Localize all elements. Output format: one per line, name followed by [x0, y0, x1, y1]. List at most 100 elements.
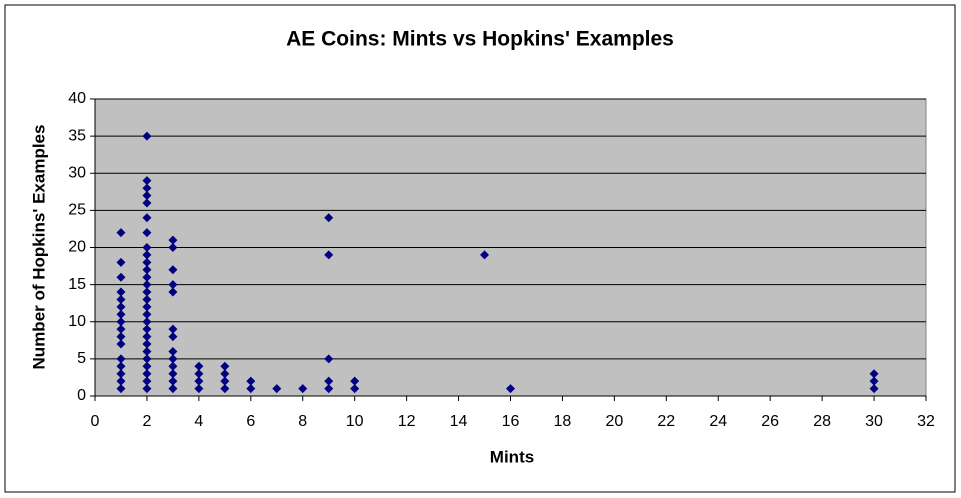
point	[168, 354, 178, 364]
y-axis-title: Number of Hopkins' Examples	[29, 125, 48, 370]
point	[142, 213, 152, 223]
point	[168, 346, 178, 356]
point	[116, 309, 126, 319]
point	[116, 369, 126, 379]
y-tick-label: 40	[68, 90, 86, 107]
point	[116, 302, 126, 312]
point	[142, 346, 152, 356]
point	[350, 376, 360, 386]
point	[246, 384, 256, 394]
point	[142, 191, 152, 201]
y-tick-label: 10	[68, 313, 86, 330]
point	[142, 361, 152, 371]
point	[142, 369, 152, 379]
point	[142, 376, 152, 386]
x-tick-label: 12	[398, 413, 416, 430]
point	[168, 332, 178, 342]
point	[168, 384, 178, 394]
point	[116, 228, 126, 238]
y-tick-label: 5	[77, 350, 86, 367]
x-axis-title: Mints	[490, 447, 534, 466]
point	[142, 250, 152, 260]
point	[168, 280, 178, 290]
point	[142, 183, 152, 193]
x-tick-label: 2	[142, 413, 151, 430]
x-tick-label: 24	[709, 413, 727, 430]
point	[272, 384, 282, 394]
point	[324, 213, 334, 223]
point	[168, 324, 178, 334]
x-tick-label: 6	[246, 413, 255, 430]
x-tick-label: 4	[194, 413, 203, 430]
point	[116, 376, 126, 386]
point	[116, 287, 126, 297]
point	[116, 317, 126, 327]
point	[869, 384, 879, 394]
x-tick-label: 0	[91, 413, 100, 430]
point	[142, 280, 152, 290]
x-tick-label: 30	[865, 413, 883, 430]
point	[142, 176, 152, 186]
point	[116, 257, 126, 267]
x-tick-label: 10	[346, 413, 364, 430]
point	[116, 361, 126, 371]
point	[142, 257, 152, 267]
point	[506, 384, 515, 394]
point	[168, 369, 178, 379]
point	[142, 324, 152, 334]
point	[142, 294, 152, 304]
point	[168, 235, 178, 245]
point	[168, 287, 178, 297]
point	[194, 369, 204, 379]
y-tick-label: 25	[68, 202, 86, 219]
y-tick-label: 35	[68, 127, 86, 144]
point	[168, 243, 178, 252]
point	[142, 228, 152, 238]
point	[116, 294, 126, 304]
point	[142, 198, 152, 208]
point	[116, 354, 126, 364]
x-tick-label: 14	[450, 413, 468, 430]
x-tick-label: 22	[657, 413, 675, 430]
x-tick-label: 28	[813, 413, 831, 430]
point	[869, 369, 879, 379]
point	[350, 384, 360, 394]
point	[142, 265, 152, 275]
y-tick-label: 30	[68, 164, 86, 181]
point	[298, 384, 308, 394]
point	[142, 384, 152, 394]
x-tick-label: 32	[917, 413, 935, 430]
point	[194, 384, 204, 394]
point	[168, 265, 178, 275]
point	[116, 332, 126, 342]
point	[116, 324, 126, 334]
point	[142, 317, 152, 327]
point	[324, 384, 334, 394]
y-tick-label: 0	[77, 387, 86, 404]
point	[142, 131, 152, 141]
point	[194, 376, 204, 386]
chart-title: AE Coins: Mints vs Hopkins' Examples	[286, 28, 674, 51]
y-tick-label: 20	[68, 239, 86, 256]
point	[324, 354, 334, 364]
point	[142, 243, 152, 252]
x-tick-label: 20	[605, 413, 623, 430]
point	[480, 250, 490, 260]
point	[220, 361, 230, 371]
point	[220, 384, 230, 394]
point	[168, 361, 178, 371]
point	[194, 361, 204, 371]
y-tick-label: 15	[68, 276, 86, 293]
x-tick-label: 8	[298, 413, 307, 430]
point	[142, 339, 152, 349]
point	[116, 384, 126, 394]
point	[246, 376, 256, 386]
point	[869, 376, 879, 386]
x-tick-label: 16	[502, 413, 520, 430]
x-tick-label: 18	[554, 413, 572, 430]
point	[142, 287, 152, 297]
point	[142, 309, 152, 319]
point	[116, 272, 126, 282]
